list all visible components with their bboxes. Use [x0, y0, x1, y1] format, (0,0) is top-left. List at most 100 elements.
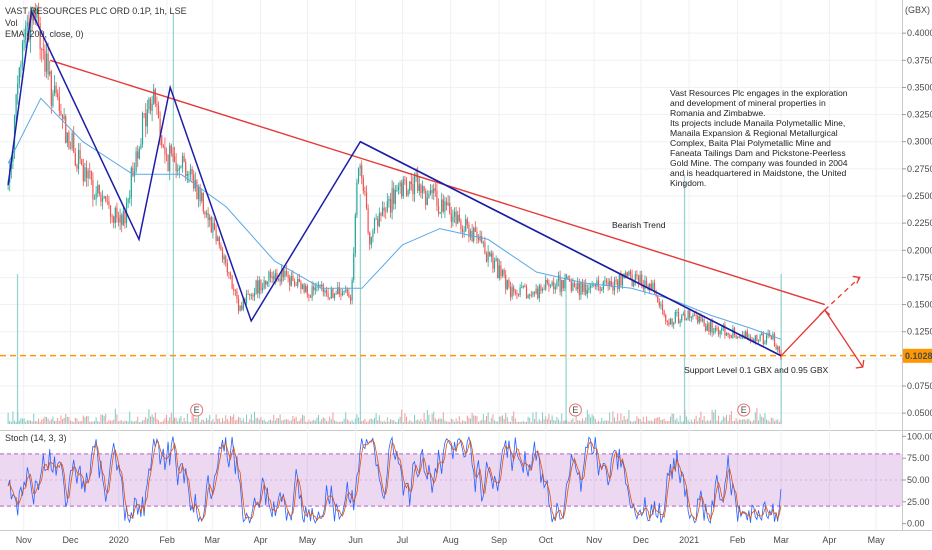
- candle-body: [329, 297, 331, 299]
- candle-body: [66, 132, 68, 143]
- candle-body: [375, 219, 377, 220]
- candle-body: [530, 294, 532, 296]
- candle-body: [263, 280, 265, 289]
- volume-bar: [718, 415, 720, 424]
- volume-bar: [106, 421, 108, 424]
- volume-bar: [495, 421, 497, 424]
- volume-bar: [367, 421, 369, 424]
- volume-bar: [303, 415, 305, 424]
- volume-bar: [655, 418, 657, 424]
- candle-body: [268, 271, 270, 282]
- volume-bar: [122, 421, 124, 424]
- volume-bar: [300, 418, 302, 424]
- volume-bar: [753, 419, 755, 424]
- candle-body: [570, 281, 572, 291]
- volume-bar: [652, 421, 654, 424]
- candle-body: [573, 283, 576, 287]
- candle-body: [564, 278, 566, 289]
- volume-bar: [582, 418, 584, 424]
- volume-bar: [55, 420, 57, 424]
- volume-bar: [279, 414, 281, 424]
- candle-body: [282, 269, 284, 277]
- volume-bar: [31, 421, 33, 424]
- candle-body: [354, 215, 356, 254]
- candle-body: [663, 310, 665, 316]
- candle-body: [218, 237, 220, 246]
- desc-line: and development of mineral properties in: [670, 98, 826, 108]
- candle-body: [769, 333, 771, 336]
- candle-body: [289, 277, 291, 286]
- volume-bar: [70, 420, 72, 424]
- candle-body: [757, 340, 760, 342]
- volume-bar: [436, 420, 438, 424]
- candle-body: [549, 285, 552, 287]
- volume-bar: [50, 419, 52, 424]
- volume-bar: [730, 411, 732, 424]
- volume-bar: [98, 421, 100, 424]
- candle-body: [122, 211, 124, 225]
- candle-body: [393, 188, 395, 204]
- candle-body: [684, 314, 686, 321]
- volume-bar: [412, 421, 414, 424]
- candle-body: [429, 190, 432, 194]
- volume-bar: [756, 408, 758, 424]
- volume-bar: [458, 416, 460, 424]
- volume-bar: [476, 416, 478, 424]
- candle-body: [293, 280, 296, 286]
- stoch-title[interactable]: Stoch (14, 3, 3): [5, 433, 67, 443]
- candle-body: [137, 151, 139, 159]
- candle-body: [449, 202, 451, 214]
- volume-bar: [225, 415, 227, 424]
- volume-bar: [289, 421, 291, 424]
- candle-body: [583, 284, 585, 292]
- volume-bar: [630, 421, 632, 424]
- candle-body: [524, 285, 526, 288]
- volume-bar: [63, 417, 65, 424]
- volume-bar: [714, 409, 716, 424]
- candle-body: [753, 339, 755, 343]
- candle-body: [489, 251, 491, 257]
- volume-bar: [705, 421, 707, 424]
- volume-bar: [34, 420, 36, 424]
- candle-body: [516, 293, 518, 295]
- candle-body: [420, 184, 422, 193]
- candle-body: [178, 167, 180, 170]
- candle-body: [565, 276, 568, 279]
- volume-bar: [252, 420, 254, 424]
- candle-body: [37, 8, 40, 24]
- volume-bar: [159, 421, 161, 424]
- volume-bar: [514, 418, 516, 424]
- candle-body: [217, 237, 219, 241]
- arrow-head-up: [852, 275, 861, 284]
- candle-body: [325, 290, 328, 294]
- candle-body: [511, 287, 513, 297]
- volume-bar: [295, 416, 297, 424]
- volume-bar: [537, 421, 539, 424]
- volume-bar: [148, 409, 150, 424]
- candle-body: [415, 173, 417, 176]
- candle-body: [428, 193, 430, 198]
- candle-body: [481, 235, 483, 243]
- candle-body: [770, 335, 772, 340]
- volume-bar: [254, 411, 256, 424]
- candle-body: [575, 286, 577, 290]
- volume-bar: [298, 420, 300, 424]
- candle-body: [612, 286, 614, 291]
- candle-body: [25, 25, 27, 41]
- volume-bar: [94, 420, 96, 424]
- candle-body: [553, 282, 555, 290]
- candle-body: [210, 217, 212, 233]
- volume-bar: [543, 419, 545, 424]
- candle-body: [697, 315, 699, 323]
- candle-body: [105, 196, 107, 201]
- candle-body: [652, 283, 654, 290]
- candle-body: [468, 224, 470, 238]
- volume-bar: [681, 421, 683, 424]
- candle-body: [233, 288, 235, 291]
- volume-bar: [418, 421, 420, 424]
- candle-body: [578, 282, 580, 295]
- candle-body: [65, 116, 67, 143]
- volume-bar: [226, 419, 228, 424]
- volume-bar: [247, 421, 249, 424]
- volume-bar: [369, 419, 371, 424]
